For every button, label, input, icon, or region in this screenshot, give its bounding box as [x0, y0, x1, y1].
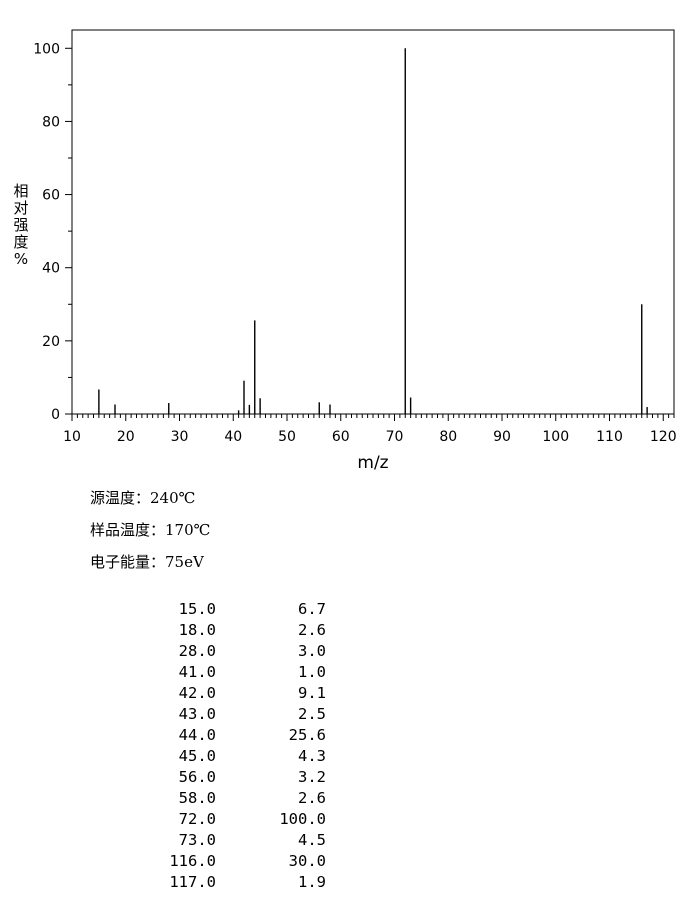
peak-intensity: 100.0 [279, 810, 326, 828]
peak-mz: 42.0 [178, 684, 216, 702]
plot-frame [71, 29, 675, 415]
peak-mz: 116.0 [169, 852, 216, 870]
peak-mz: 41.0 [178, 663, 216, 681]
peak-row: 73.0 4.5 [140, 830, 326, 851]
y-tick-label: 60 [42, 188, 60, 204]
y-tick-label: 20 [42, 334, 60, 350]
peak-mz: 18.0 [178, 621, 216, 639]
peak-mz: 58.0 [178, 789, 216, 807]
peak-intensity: 4.3 [298, 747, 326, 765]
x-tick-label: 110 [596, 429, 623, 445]
x-tick-label: 120 [650, 429, 677, 445]
peak-intensity: 3.0 [298, 642, 326, 660]
peak-row: 58.0 2.6 [140, 788, 326, 809]
x-axis-label: m/z [357, 453, 388, 473]
x-tick-label: 30 [171, 429, 189, 445]
x-tick-label: 40 [224, 429, 242, 445]
x-tick-label: 50 [278, 429, 296, 445]
y-axis-label: 相 对 强 度 % [13, 182, 29, 268]
y-tick-label: 40 [42, 261, 60, 277]
x-tick-label: 70 [386, 429, 404, 445]
peak-intensity: 25.6 [288, 726, 326, 744]
peak-intensity: 1.9 [298, 873, 326, 891]
x-tick-label: 90 [493, 429, 511, 445]
peak-row: 41.0 1.0 [140, 662, 326, 683]
x-tick-label: 10 [63, 429, 81, 445]
peak-intensity: 2.5 [298, 705, 326, 723]
peak-intensity: 30.0 [288, 852, 326, 870]
peak-row: 18.0 2.6 [140, 620, 326, 641]
mass-spectrum-chart: 10 20 30 40 50 60 70 80 90 100 110 120 0 20 40 60 80 100 m… [33, 29, 677, 473]
peak-mz: 72.0 [178, 810, 216, 828]
peak-mz: 43.0 [178, 705, 216, 723]
x-tick-label: 60 [332, 429, 350, 445]
peak-row: 45.0 4.3 [140, 746, 326, 767]
x-tick-label: 20 [117, 429, 135, 445]
peak-intensity: 3.2 [298, 768, 326, 786]
y-tick-label: 0 [51, 407, 60, 423]
peak-row: 117.0 1.9 [140, 872, 326, 893]
peak-mz: 117.0 [169, 873, 216, 891]
peak-row: 44.0 25.6 [140, 725, 326, 746]
peak-mz: 56.0 [178, 768, 216, 786]
y-tick-label: 100 [33, 41, 60, 57]
peak-table: 15.0 6.7 18.0 2.6 28.0 3.0 41.0 1.0 42.0 9.1 … [140, 599, 326, 893]
peak-row: 15.0 6.7 [140, 599, 326, 620]
peak-row: 42.0 9.1 [140, 683, 326, 704]
peak-mz: 15.0 [178, 600, 216, 618]
peak-mz: 45.0 [178, 747, 216, 765]
peak-row: 116.0 30.0 [140, 851, 326, 872]
peak-row: 28.0 3.0 [140, 641, 326, 662]
sample-temperature: 样品温度：170℃ [90, 521, 211, 539]
y-tick-label: 80 [42, 114, 60, 130]
peak-intensity: 6.7 [298, 600, 326, 618]
electron-energy: 电子能量：75eV [90, 553, 204, 571]
peak-intensity: 2.6 [298, 621, 326, 639]
peak-row: 56.0 3.2 [140, 767, 326, 788]
peak-intensity: 1.0 [298, 663, 326, 681]
peak-mz: 28.0 [178, 642, 216, 660]
peak-intensity: 2.6 [298, 789, 326, 807]
x-tick-label: 100 [542, 429, 569, 445]
peak-mz: 73.0 [178, 831, 216, 849]
peak-row: 43.0 2.5 [140, 704, 326, 725]
peak-intensity: 4.5 [298, 831, 326, 849]
x-tick-label: 80 [439, 429, 457, 445]
peak-row: 72.0 100.0 [140, 809, 326, 830]
source-temperature: 源温度：240℃ [90, 489, 196, 507]
peak-mz: 44.0 [178, 726, 216, 744]
peak-intensity: 9.1 [298, 684, 326, 702]
